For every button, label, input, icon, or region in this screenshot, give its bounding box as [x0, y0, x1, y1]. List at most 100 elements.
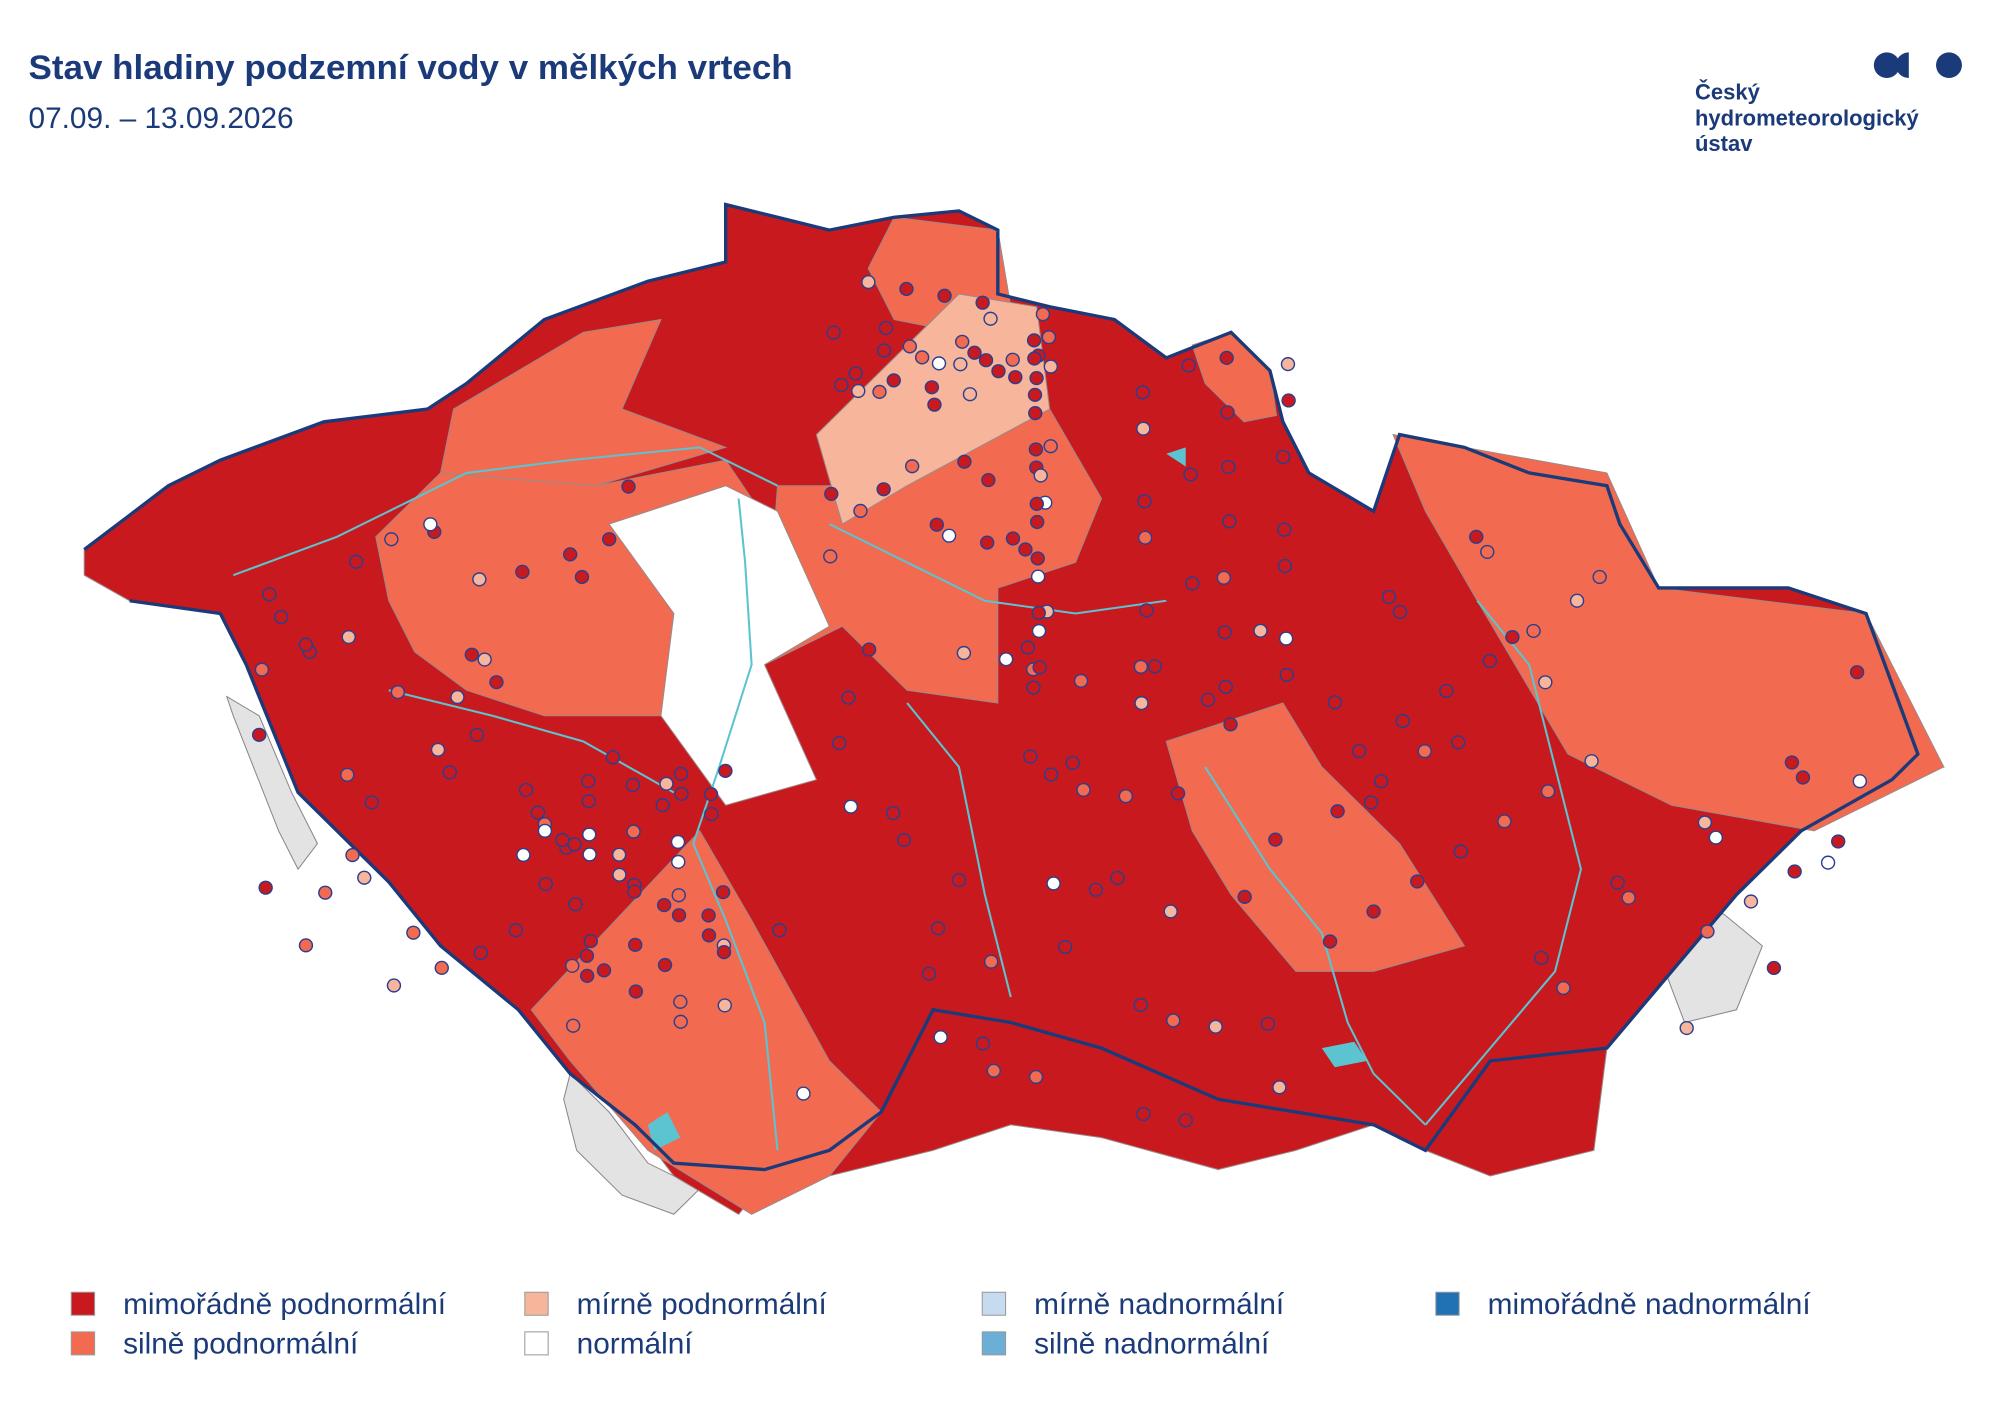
station: [621, 479, 636, 494]
station: [878, 320, 894, 336]
station: [876, 343, 892, 358]
station: [1697, 815, 1713, 830]
station: [1076, 782, 1091, 798]
map: [83, 202, 1946, 1215]
station: [518, 782, 534, 798]
station: [579, 968, 595, 983]
station: [477, 652, 492, 667]
station: [957, 454, 972, 469]
station: [981, 472, 996, 488]
logo-half: [1895, 52, 1909, 78]
station: [625, 777, 641, 793]
station: [472, 572, 487, 587]
station: [975, 295, 990, 310]
station: [555, 832, 570, 848]
station: [1217, 625, 1232, 640]
station: [628, 937, 643, 952]
station: [515, 564, 530, 579]
station: [902, 339, 918, 354]
station: [823, 549, 838, 564]
station: [1700, 924, 1715, 939]
station: [716, 945, 732, 960]
station: [357, 870, 372, 885]
region-strong-below: [1165, 702, 1466, 972]
station: [1065, 755, 1080, 770]
station: [582, 847, 597, 862]
station: [853, 503, 868, 518]
station: [659, 776, 674, 791]
station: [951, 873, 967, 888]
station: [1787, 864, 1802, 879]
station: [896, 833, 912, 848]
river: [1424, 600, 1583, 1126]
station: [1366, 904, 1381, 919]
station: [1584, 754, 1599, 769]
station: [956, 645, 972, 661]
station: [1219, 350, 1234, 365]
station: [1540, 784, 1556, 799]
legend-swatch: [70, 1331, 96, 1356]
station: [298, 637, 314, 652]
station: [1181, 358, 1196, 373]
station: [1118, 789, 1134, 804]
station: [953, 357, 968, 372]
station: [886, 805, 901, 821]
logo-text: ústav: [1695, 131, 1753, 156]
station: [1237, 889, 1252, 904]
station: [1216, 570, 1232, 585]
station: [423, 517, 438, 532]
station: [442, 765, 457, 780]
station: [406, 925, 421, 940]
station: [1200, 692, 1216, 707]
station: [568, 897, 583, 912]
station: [1766, 960, 1782, 976]
station: [1030, 514, 1045, 530]
station: [349, 554, 364, 569]
station: [872, 384, 887, 399]
station: [469, 727, 485, 742]
station: [1852, 774, 1868, 789]
legend-swatch: [1435, 1291, 1460, 1316]
station: [656, 897, 672, 913]
station: [1278, 631, 1294, 646]
legend-label: mírně podnormální: [577, 1288, 828, 1321]
station: [1439, 683, 1454, 699]
station: [1033, 468, 1048, 483]
station: [473, 945, 488, 960]
station: [671, 908, 687, 923]
station: [1030, 569, 1046, 584]
station: [1410, 874, 1425, 889]
river: [1204, 766, 1427, 1126]
station: [929, 517, 944, 532]
station: [1277, 522, 1292, 537]
station: [975, 1036, 991, 1051]
station: [581, 774, 596, 789]
legend-label: mimořádně nadnormální: [1488, 1288, 1812, 1321]
station: [1505, 629, 1520, 645]
station: [673, 766, 689, 781]
station: [1030, 551, 1045, 566]
station: [1135, 385, 1150, 400]
river: [232, 446, 778, 577]
station: [1417, 744, 1432, 759]
station: [904, 459, 920, 474]
station: [1027, 351, 1042, 366]
station: [1451, 735, 1466, 750]
title: Stav hladiny podzemní vody v mělkých vrt…: [29, 49, 793, 87]
station: [848, 366, 863, 381]
station: [1534, 950, 1549, 965]
station: [579, 948, 595, 963]
station: [565, 1018, 581, 1033]
station: [1026, 333, 1042, 348]
station: [1281, 393, 1296, 408]
station: [921, 966, 937, 981]
station: [1272, 1080, 1287, 1095]
station: [1147, 659, 1163, 674]
station: [841, 690, 856, 705]
station: [861, 642, 877, 657]
station: [1592, 569, 1607, 585]
station: [1330, 804, 1345, 819]
station: [612, 867, 627, 882]
station: [1351, 743, 1367, 759]
station: [1137, 494, 1152, 509]
